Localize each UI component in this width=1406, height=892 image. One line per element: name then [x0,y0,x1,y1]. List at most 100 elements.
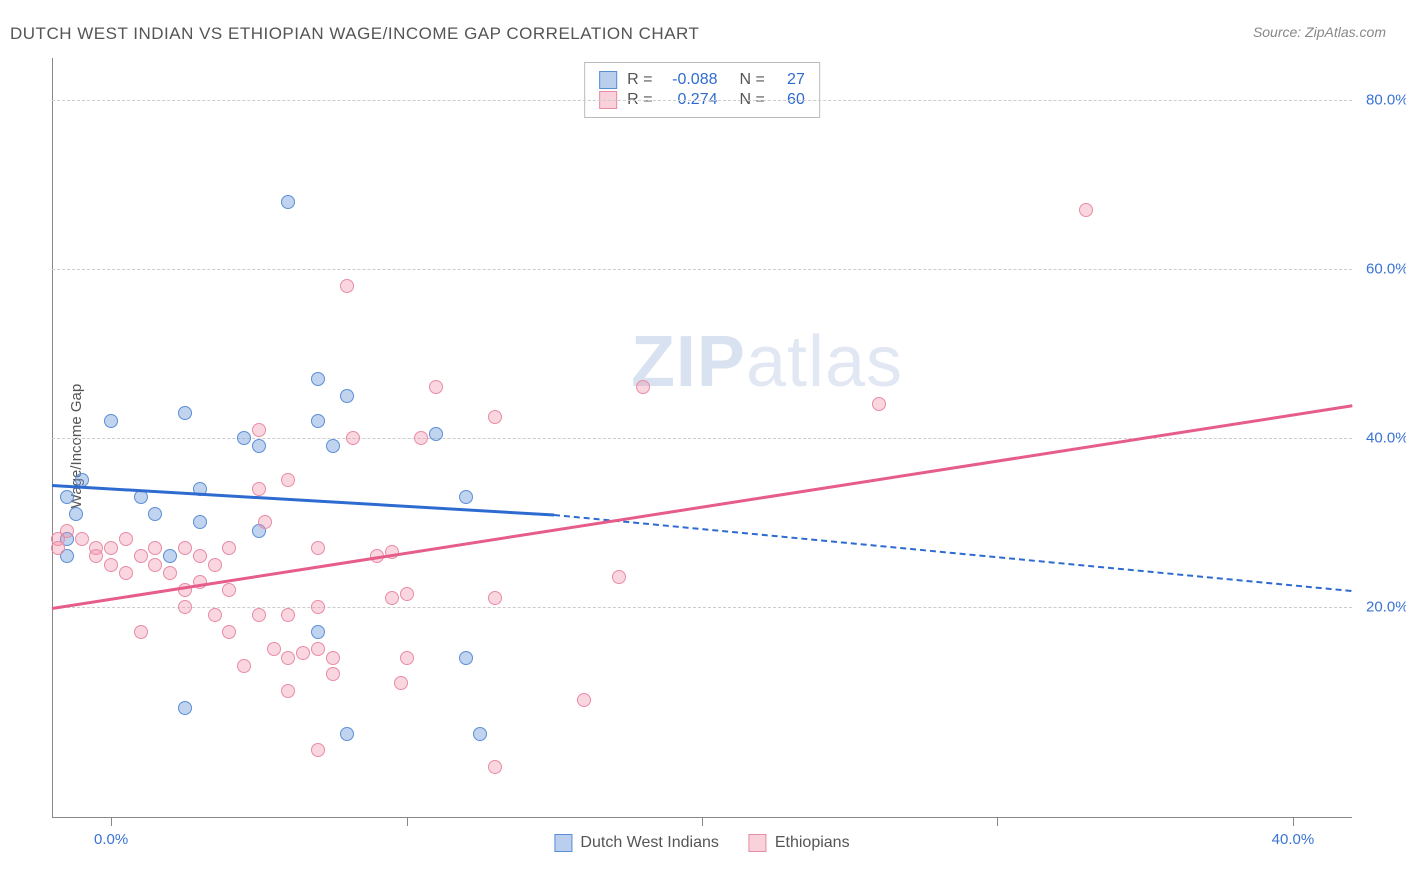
data-point-pink [104,541,118,555]
y-tick-label: 40.0% [1356,430,1406,447]
data-point-blue [429,427,443,441]
data-point-pink [252,482,266,496]
y-tick-label: 20.0% [1356,598,1406,615]
chart-container: DUTCH WEST INDIAN VS ETHIOPIAN WAGE/INCO… [0,0,1406,892]
x-tick [702,818,703,826]
data-point-pink [400,651,414,665]
data-point-pink [1079,203,1093,217]
data-point-blue [340,389,354,403]
data-point-pink [311,541,325,555]
data-point-pink [51,541,65,555]
data-point-pink [148,558,162,572]
data-point-blue [178,701,192,715]
data-point-pink [119,532,133,546]
data-point-pink [281,684,295,698]
trendline-blue-ext [554,514,1352,592]
data-point-blue [459,651,473,665]
data-point-pink [119,566,133,580]
x-tick [1293,818,1294,826]
data-point-pink [281,473,295,487]
data-point-pink [222,583,236,597]
x-tick-label: 0.0% [94,831,128,848]
series-legend: Dutch West Indians Ethiopians [554,834,849,852]
data-point-blue [178,406,192,420]
data-point-blue [69,507,83,521]
data-point-pink [193,549,207,563]
stats-legend-row: R = -0.088 N = 27 [599,71,805,89]
data-point-pink [163,566,177,580]
data-point-pink [612,570,626,584]
data-point-blue [193,515,207,529]
plot-area: ZIPatlas R =-0.088N =27R =0.274N =60 Dut… [52,58,1352,818]
data-point-pink [134,549,148,563]
data-point-pink [400,587,414,601]
data-point-blue [281,195,295,209]
gridline-h [52,269,1352,270]
data-point-blue [340,727,354,741]
data-point-pink [75,532,89,546]
legend-item-blue: Dutch West Indians [554,834,718,852]
data-point-blue [60,490,74,504]
data-point-pink [346,431,360,445]
data-point-pink [636,380,650,394]
legend-swatch-pink [749,834,767,852]
data-point-pink [178,600,192,614]
source-label: Source: ZipAtlas.com [1253,24,1386,40]
r-value: -0.088 [663,71,718,89]
data-point-pink [104,558,118,572]
y-tick-label: 60.0% [1356,261,1406,278]
data-point-pink [222,625,236,639]
data-point-pink [267,642,281,656]
watermark: ZIPatlas [631,321,903,403]
data-point-blue [459,490,473,504]
data-point-blue [311,372,325,386]
x-tick [997,818,998,826]
x-tick [407,818,408,826]
trendline-blue [52,484,554,517]
data-point-pink [252,608,266,622]
data-point-pink [148,541,162,555]
data-point-pink [414,431,428,445]
legend-label: Ethiopians [775,834,850,852]
data-point-blue [326,439,340,453]
data-point-blue [148,507,162,521]
data-point-pink [385,591,399,605]
x-tick-label: 40.0% [1272,831,1315,848]
data-point-pink [488,591,502,605]
data-point-blue [252,439,266,453]
y-tick-label: 80.0% [1356,92,1406,109]
data-point-pink [252,423,266,437]
stats-legend: R =-0.088N =27R =0.274N =60 [584,62,820,118]
data-point-pink [488,410,502,424]
x-tick [111,818,112,826]
data-point-blue [237,431,251,445]
r-label: R = [627,71,652,89]
data-point-pink [237,659,251,673]
data-point-blue [473,727,487,741]
data-point-pink [429,380,443,394]
data-point-pink [311,642,325,656]
data-point-pink [208,608,222,622]
data-point-pink [326,651,340,665]
data-point-pink [281,608,295,622]
data-point-pink [296,646,310,660]
data-point-pink [222,541,236,555]
data-point-blue [311,414,325,428]
data-point-blue [104,414,118,428]
n-label: N = [740,71,765,89]
data-point-blue [163,549,177,563]
chart-title: DUTCH WEST INDIAN VS ETHIOPIAN WAGE/INCO… [10,24,699,44]
data-point-pink [311,600,325,614]
data-point-pink [208,558,222,572]
legend-item-pink: Ethiopians [749,834,850,852]
data-point-pink [89,549,103,563]
data-point-pink [394,676,408,690]
n-value: 27 [775,71,805,89]
data-point-pink [872,397,886,411]
legend-swatch-blue [599,71,617,89]
data-point-pink [258,515,272,529]
data-point-pink [178,541,192,555]
data-point-pink [311,743,325,757]
legend-swatch-blue [554,834,572,852]
legend-label: Dutch West Indians [580,834,718,852]
